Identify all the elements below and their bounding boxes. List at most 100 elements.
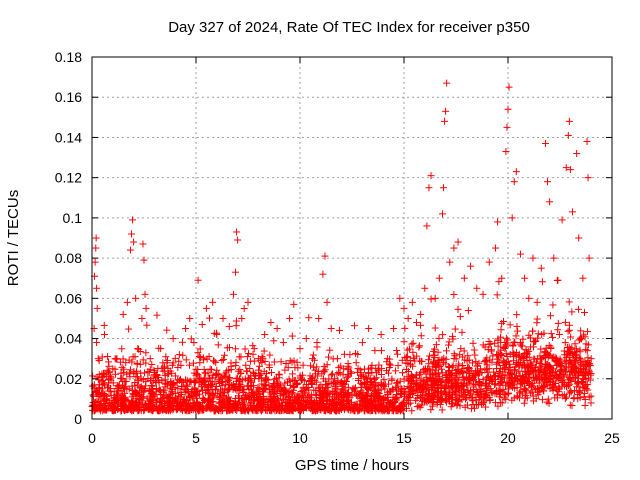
data-point-dense xyxy=(486,397,494,405)
data-point-dense xyxy=(206,377,214,385)
data-point-dense xyxy=(145,401,153,409)
data-point-dense xyxy=(95,384,103,392)
data-point-dense xyxy=(325,405,333,413)
data-point-dense xyxy=(150,366,158,374)
data-point-dense xyxy=(562,357,570,365)
data-point-dense xyxy=(523,367,531,375)
data-point-dense xyxy=(104,368,112,376)
data-point-dense xyxy=(129,353,137,361)
data-point-dense xyxy=(322,389,330,397)
data-point-dense xyxy=(538,396,546,404)
data-point-dense xyxy=(143,394,151,402)
data-point xyxy=(279,339,287,347)
data-point-dense xyxy=(506,379,514,387)
data-point-dense xyxy=(400,375,408,383)
data-point-dense xyxy=(142,382,150,390)
data-point-dense xyxy=(190,377,198,385)
y-tick-label: 0.06 xyxy=(55,290,82,306)
data-point-dense xyxy=(120,368,128,376)
data-point xyxy=(290,300,298,308)
data-point-dense xyxy=(197,354,205,362)
data-point-dense xyxy=(100,321,108,329)
data-point-dense xyxy=(225,393,233,401)
data-point-dense xyxy=(95,405,103,413)
data-point-dense xyxy=(529,366,537,374)
data-point-dense xyxy=(464,352,472,360)
data-point-dense xyxy=(520,373,528,381)
data-point-dense xyxy=(558,370,566,378)
data-point-dense xyxy=(312,391,320,399)
data-point-dense xyxy=(274,387,282,395)
data-point-dense xyxy=(404,394,412,402)
data-point-dense xyxy=(412,374,420,382)
data-point-dense xyxy=(504,336,512,344)
data-point-dense xyxy=(413,371,421,379)
data-point-dense xyxy=(267,369,275,377)
data-point-dense xyxy=(538,361,546,369)
data-point-dense xyxy=(166,367,174,375)
data-point-dense xyxy=(386,388,394,396)
data-point-dense xyxy=(406,383,414,391)
data-point-dense xyxy=(429,363,437,371)
data-point-dense xyxy=(114,382,122,390)
data-point xyxy=(93,304,101,312)
data-point-dense xyxy=(117,394,125,402)
data-point xyxy=(194,276,202,284)
data-point-dense xyxy=(206,314,214,322)
data-point-dense xyxy=(553,276,561,284)
data-point-dense xyxy=(134,407,142,415)
data-point-dense xyxy=(352,391,360,399)
data-point-dense xyxy=(416,342,424,350)
data-point-dense xyxy=(581,401,589,409)
data-point-dense xyxy=(498,352,506,360)
data-point-dense xyxy=(93,373,101,381)
data-point-dense xyxy=(405,384,413,392)
data-point-dense xyxy=(128,407,136,415)
data-point-dense xyxy=(205,374,213,382)
data-point-dense xyxy=(476,365,484,373)
data-point-dense xyxy=(95,357,103,365)
data-point-dense xyxy=(544,395,552,403)
data-point-dense xyxy=(165,405,173,413)
data-point-dense xyxy=(425,352,433,360)
data-point-dense xyxy=(392,405,400,413)
data-point-dense xyxy=(422,381,430,389)
data-point-dense xyxy=(528,379,536,387)
data-point-dense xyxy=(543,398,551,406)
data-point-dense xyxy=(218,374,226,382)
data-point-dense xyxy=(143,321,151,329)
data-point-dense xyxy=(416,403,424,411)
data-point-dense xyxy=(577,357,585,365)
data-point-dense xyxy=(508,374,516,382)
data-point xyxy=(541,139,549,147)
data-point xyxy=(321,252,329,260)
data-point xyxy=(396,294,404,302)
data-point-dense xyxy=(448,372,456,380)
data-point-dense xyxy=(565,321,573,329)
data-point-dense xyxy=(254,366,262,374)
data-point-dense xyxy=(272,374,280,382)
data-point xyxy=(352,359,360,367)
data-point-dense xyxy=(549,369,557,377)
data-point-dense xyxy=(125,369,133,377)
data-point-dense xyxy=(432,363,440,371)
data-point xyxy=(435,274,443,282)
plot-frame xyxy=(91,56,613,420)
data-point-dense xyxy=(392,367,400,375)
data-point xyxy=(558,216,566,224)
data-point-dense xyxy=(255,362,263,370)
data-point-dense xyxy=(442,355,450,363)
data-point xyxy=(141,290,149,298)
data-point-dense xyxy=(413,381,421,389)
data-point-dense xyxy=(113,400,121,408)
data-point-dense xyxy=(232,375,240,383)
data-point-dense xyxy=(499,318,507,326)
data-point-dense xyxy=(497,377,505,385)
data-point-dense xyxy=(509,350,517,358)
data-point-dense xyxy=(140,387,148,395)
data-point-dense xyxy=(512,360,520,368)
data-point-dense xyxy=(519,361,527,369)
x-tick-label: 10 xyxy=(292,430,308,446)
data-point-dense xyxy=(524,364,532,372)
data-point xyxy=(234,236,242,244)
